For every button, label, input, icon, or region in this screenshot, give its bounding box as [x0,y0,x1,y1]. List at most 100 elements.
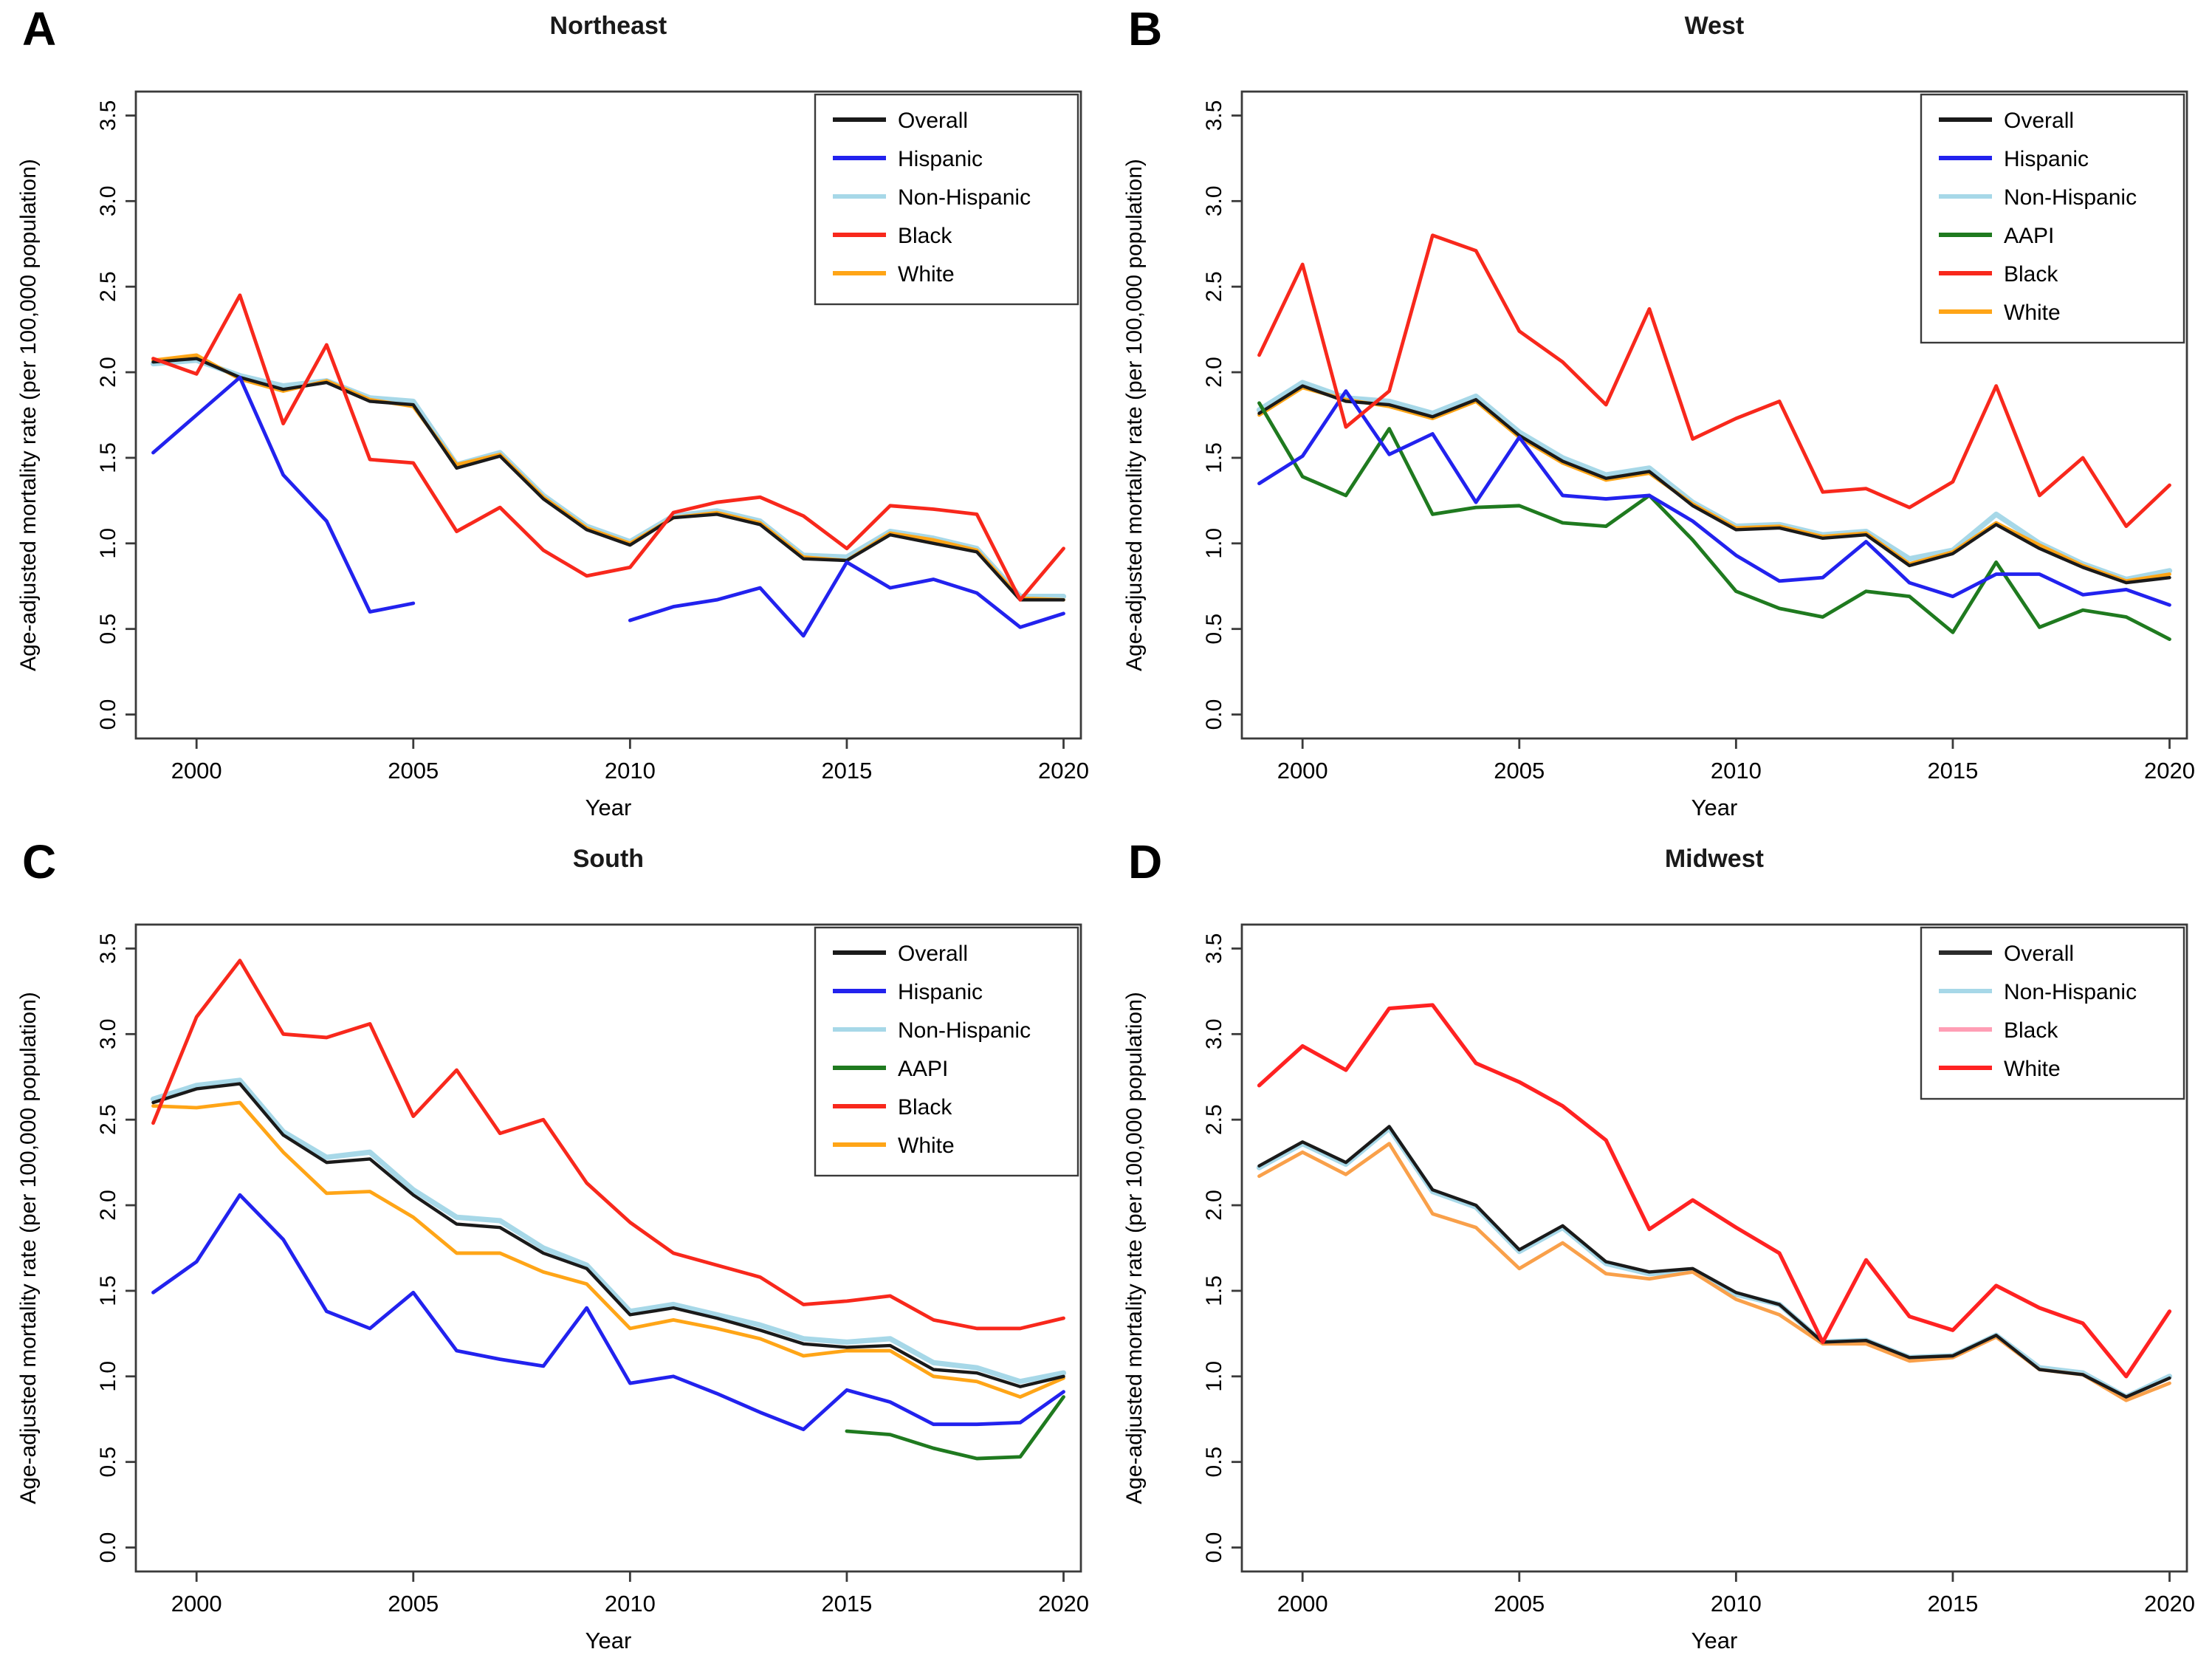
plot-box [1240,923,2188,1573]
y-tick-label: 0.0 [96,699,120,730]
y-tick-label: 0.0 [1202,1532,1226,1563]
x-tick-label: 2010 [1711,1591,1762,1617]
legend-label: AAPI [2004,224,2054,248]
y-tick-label: 0.0 [1202,699,1226,730]
y-tick-label: 0.5 [96,1447,120,1478]
series-non-hispanic [150,357,1067,600]
series-white [151,1100,1065,1399]
x-tick-label: 2020 [1038,1591,1089,1617]
y-tick-label: 1.5 [96,442,120,473]
chart-south: 2000 2005 2010 2015 2020 0.0 0.5 1.0 1.5 2.0 2.5 3.… [16,923,1089,1653]
y-tick-label: 3.0 [1202,185,1226,216]
legend-label: Non-Hispanic [898,185,1031,210]
y-tick-label: 3.0 [96,185,120,216]
y-tick-label: 3.5 [1202,933,1226,964]
series-aapi [1257,401,2171,641]
y-tick-label: 3.0 [1202,1018,1226,1049]
legend-label: Overall [2004,109,2074,133]
panel-letter-d: D [1128,835,1163,888]
series-non-hispanic [150,1077,1067,1385]
series-black [1257,233,2171,529]
x-tick-label: 2000 [1277,1591,1328,1617]
plot-box [134,923,1082,1573]
x-tick-label: 2020 [2144,758,2195,784]
legend-label: Overall [2004,942,2074,966]
x-tick-label: 2020 [2144,1591,2195,1617]
x-tick-label: 2015 [821,758,872,784]
series-white [1257,385,2171,583]
x-tick-label: 2010 [605,1591,656,1617]
legend-label: Black [898,1095,952,1120]
legend-label: Hispanic [898,980,983,1004]
panel-title-west: West [1684,12,1745,40]
y-tick-label: 1.5 [1202,442,1226,473]
y-tick-label: 1.0 [1202,1361,1226,1392]
legend-box [814,93,1079,306]
legend-label: White [2004,1057,2061,1081]
x-tick-label: 2015 [821,1591,872,1617]
y-tick-label: 0.5 [1202,614,1226,645]
panel-west: B West 2000 2005 2010 2015 2020 0.0 0.5 1.0 1.5 2… [1106,0,2212,833]
x-tick-label: 2010 [1711,758,1762,784]
y-tick-label: 2.0 [1202,1190,1226,1221]
x-tick-label: 2000 [1277,758,1328,784]
panel-south: C South 2000 2005 2010 2015 2020 0.0 0.5 1.0 1.5… [0,833,1106,1666]
chart-west: 2000 2005 2010 2015 2020 0.0 0.5 1.0 1.5 2.0 2.5 3.… [1122,90,2195,820]
plot-box [1240,90,2188,740]
y-tick-label: 3.5 [1202,100,1226,131]
y-tick-label: 1.0 [1202,528,1226,559]
x-axis-label: Year [1691,1628,1738,1653]
legend-label: AAPI [898,1057,948,1081]
legend-label: Black [2004,262,2058,287]
x-tick-label: 2000 [171,758,222,784]
y-tick-label: 2.5 [1202,1104,1226,1135]
legend-label: Non-Hispanic [2004,185,2137,210]
series-hispanic [628,560,1065,638]
legend-label: White [898,1134,955,1158]
y-axis-label: Age-adjusted mortality rate (per 100,000… [16,159,41,671]
series-overall [151,1082,1065,1388]
y-axis-label: Age-adjusted mortality rate (per 100,000… [1122,159,1147,671]
y-axis-label: Age-adjusted mortality rate (per 100,000… [16,992,41,1504]
series-hispanic [151,1193,1065,1432]
x-tick-label: 2015 [1927,1591,1978,1617]
legend-box [1920,93,2185,344]
plot-box [134,90,1082,740]
x-tick-label: 2010 [605,758,656,784]
series-white [151,353,1065,602]
x-tick-label: 2005 [388,1591,439,1617]
panel-title-midwest: Midwest [1664,845,1764,873]
x-tick-label: 2000 [171,1591,222,1617]
panel-title-northeast: Northeast [549,12,667,40]
series-aapi [845,1395,1065,1461]
panel-letter-a: A [22,2,57,55]
chart-midwest: 2000 2005 2010 2015 2020 0.0 0.5 1.0 1.5 2.0 2.5 3.… [1122,923,2195,1653]
series-hispanic [1257,389,2171,607]
x-tick-label: 2015 [1927,758,1978,784]
y-tick-label: 1.5 [1202,1275,1226,1306]
legend-label: Black [2004,1018,2058,1043]
chart-northeast: 2000 2005 2010 2015 2020 0.0 0.5 1.0 1.5 2.0 2.5 3.… [16,90,1089,820]
x-tick-label: 2005 [388,758,439,784]
y-tick-label: 2.5 [96,271,120,302]
y-tick-label: 1.0 [96,528,120,559]
panel-title-south: South [572,845,645,873]
series-black [151,959,1065,1331]
x-tick-label: 2005 [1494,1591,1545,1617]
panel-letter-b: B [1128,2,1163,55]
x-axis-label: Year [585,1628,632,1653]
y-tick-label: 2.0 [96,357,120,388]
y-tick-label: 0.5 [1202,1447,1226,1478]
legend-label: Overall [898,942,968,966]
x-axis-label: Year [1691,795,1738,820]
series-white [1257,1003,2172,1379]
y-tick-label: 1.5 [96,1275,120,1306]
y-tick-label: 3.5 [96,933,120,964]
y-tick-label: 2.0 [1202,357,1226,388]
legend-label: White [2004,301,2061,325]
panel-northeast: A Northeast 2000 2005 2010 2015 2020 0.0 0.5 1.… [0,0,1106,833]
y-tick-label: 2.5 [1202,271,1226,302]
legend-label: White [898,262,955,287]
legend-label: Hispanic [2004,147,2089,171]
